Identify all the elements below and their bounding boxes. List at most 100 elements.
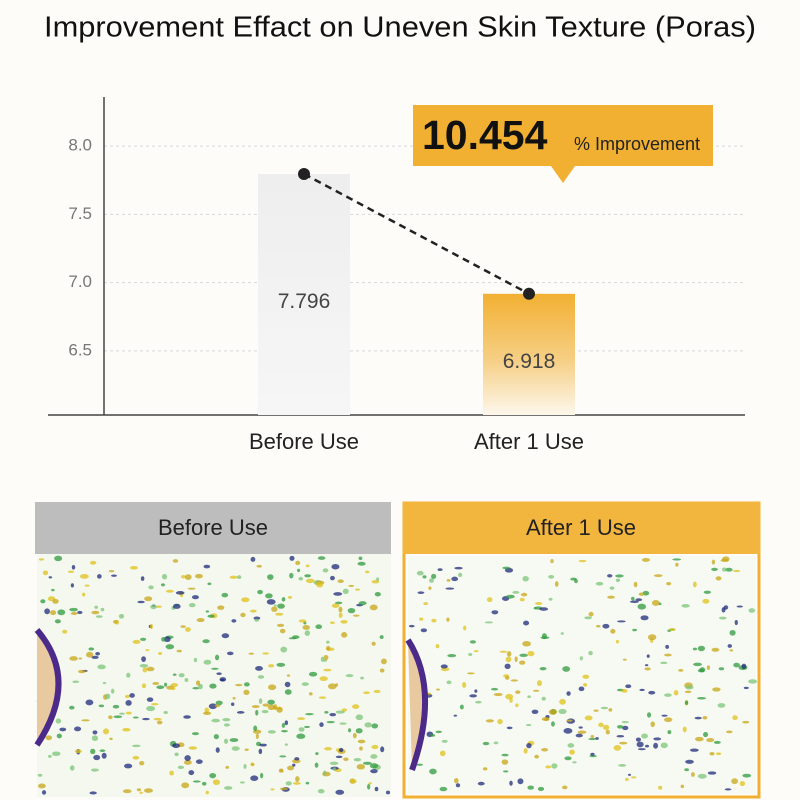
texture-dot: [91, 610, 100, 615]
y-tick-label: 7.0: [68, 272, 92, 291]
texture-dot: [101, 752, 107, 759]
texture-dot: [267, 699, 275, 705]
texture-dot: [458, 572, 463, 578]
bar-value-label: 7.796: [278, 290, 331, 313]
panel-header: [35, 502, 391, 554]
texture-dot: [743, 686, 749, 690]
texture-dot: [371, 744, 379, 750]
texture-dot: [89, 791, 97, 795]
texture-dot: [537, 786, 545, 792]
texture-dot: [250, 763, 255, 766]
texture-dot: [369, 763, 379, 769]
texture-dot: [618, 764, 627, 767]
texture-dot: [726, 730, 733, 734]
texture-dot: [697, 697, 707, 700]
texture-dot: [569, 749, 575, 755]
texture-dot: [164, 682, 168, 687]
texture-dot: [94, 605, 99, 609]
bar: [483, 293, 575, 415]
texture-dot: [41, 790, 47, 795]
texture-dot: [244, 748, 249, 751]
texture-dot: [240, 612, 246, 618]
texture-dot: [566, 691, 571, 696]
texture-dot: [51, 588, 55, 592]
texture-dot: [111, 574, 117, 577]
texture-dot: [371, 723, 379, 729]
texture-dot: [637, 603, 647, 610]
texture-dot: [255, 665, 263, 671]
texture-dot: [702, 716, 708, 720]
texture-dot: [172, 673, 177, 676]
y-tick-label: 8.0: [68, 136, 92, 155]
texture-dot: [281, 722, 286, 728]
texture-dot: [675, 562, 679, 567]
texture-dot: [355, 728, 363, 734]
texture-dot: [613, 744, 622, 751]
texture-dot: [165, 589, 174, 593]
texture-dot: [703, 731, 709, 738]
texture-dot: [221, 633, 230, 639]
texture-dot: [37, 773, 43, 777]
texture-dot: [208, 703, 217, 710]
texture-dot: [560, 632, 564, 635]
texture-dot: [142, 667, 148, 673]
texture-dot: [185, 627, 191, 632]
texture-dot: [131, 744, 141, 748]
texture-dot: [748, 608, 756, 613]
texture-dot: [243, 763, 247, 769]
texture-dot: [156, 685, 165, 690]
texture-dot: [152, 682, 160, 685]
texture-dot: [748, 679, 758, 684]
texture-dot: [644, 664, 649, 667]
texture-dot: [355, 714, 363, 721]
texture-dot: [338, 606, 343, 613]
texture-dot: [694, 716, 702, 720]
texture-dot: [482, 741, 490, 746]
texture-dot: [69, 765, 75, 771]
texture-dot: [285, 781, 292, 786]
chart-title: Improvement Effact on Uneven Skin Textur…: [44, 12, 756, 44]
texture-dot: [692, 647, 698, 651]
texture-dot: [81, 719, 90, 722]
texture-dot: [548, 575, 555, 579]
texture-dot: [641, 557, 650, 562]
texture-dot: [77, 669, 86, 674]
texture-dot: [90, 748, 96, 755]
texture-dot: [341, 632, 348, 638]
texture-dot: [48, 754, 52, 758]
texture-dot: [370, 769, 378, 774]
texture-dot: [578, 559, 587, 563]
texture-dot: [146, 666, 155, 672]
texture-dot: [541, 696, 546, 701]
texture-dot: [69, 607, 78, 612]
texture-dot: [270, 788, 275, 791]
texture-dot: [284, 720, 289, 726]
texture-dot: [297, 717, 306, 721]
texture-dot: [180, 625, 186, 628]
texture-dot: [231, 746, 240, 751]
texture-dot: [250, 775, 259, 781]
texture-dot: [323, 770, 327, 776]
texture-dot: [664, 717, 673, 723]
y-tick-label: 6.5: [68, 340, 92, 359]
texture-dot: [439, 750, 446, 757]
texture-dot: [276, 662, 286, 667]
texture-dot: [70, 583, 74, 588]
texture-dot: [205, 790, 209, 795]
texture-dot: [284, 689, 292, 695]
texture-dot: [62, 629, 68, 634]
texture-dot: [172, 603, 181, 609]
texture-dot: [195, 759, 203, 764]
texture-dot: [733, 662, 740, 668]
texture-dot: [545, 765, 552, 769]
texture-dot: [91, 735, 99, 742]
texture-dot: [217, 605, 225, 610]
texture-dot: [308, 692, 313, 696]
texture-dot: [257, 589, 263, 595]
texture-dot: [161, 573, 168, 580]
texture-dot: [132, 755, 140, 760]
texture-dot: [213, 734, 219, 740]
texture-dot: [446, 680, 452, 685]
bar: [258, 173, 350, 415]
texture-dot: [258, 698, 263, 704]
